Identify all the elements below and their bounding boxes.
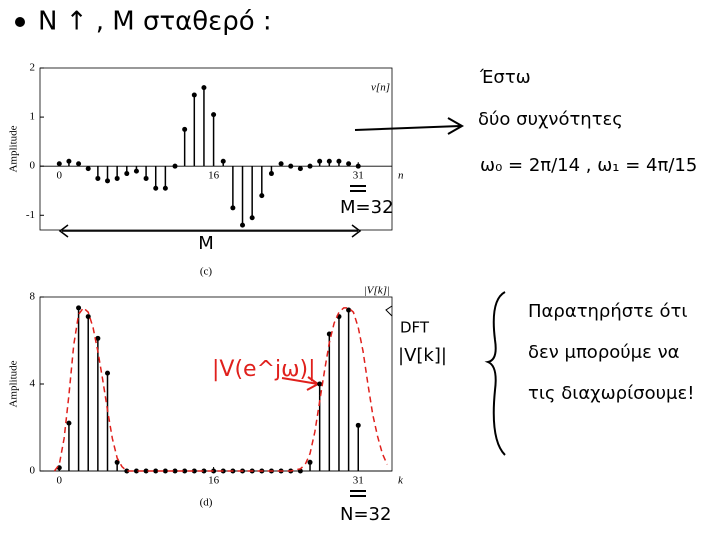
chart-label: (c) (200, 266, 213, 278)
stem-dot (211, 468, 217, 474)
stem-dot (124, 468, 130, 474)
stem-dot (95, 175, 101, 181)
stem-dot (85, 314, 91, 320)
x-axis-label: k (398, 475, 404, 487)
note: |V[k]| (398, 345, 447, 366)
stem-dot (211, 112, 217, 118)
stem-dot (268, 171, 274, 177)
note: M (198, 233, 214, 254)
stem-dot (191, 92, 197, 98)
x-axis-label: n (398, 170, 404, 182)
stem-dot (182, 468, 188, 474)
stem-dot (307, 163, 313, 169)
stem-dot (162, 185, 168, 191)
note: N=32 (340, 504, 391, 525)
stem-dot (201, 468, 207, 474)
y-tick-label: 0 (30, 160, 36, 172)
stem-dot (76, 305, 82, 311)
chart-label: (d) (200, 497, 213, 509)
x-tick-label: 16 (208, 170, 220, 182)
stem-dot (346, 307, 352, 313)
y-tick-label: -1 (26, 209, 35, 221)
x-tick-label: 31 (353, 475, 364, 487)
stem-dot (288, 163, 294, 169)
stem-dot (133, 168, 139, 174)
stem-dot (66, 158, 72, 164)
plot-frame (39, 67, 393, 231)
curve-label: |V(e^jω)| (212, 357, 316, 382)
y-tick-label: 2 (30, 62, 36, 74)
stem-dot (143, 468, 149, 474)
stem-dot (153, 185, 159, 191)
stem-dot (114, 175, 120, 181)
stem-dot (114, 459, 120, 465)
stem-dot (278, 161, 284, 167)
stem-dot (297, 166, 303, 172)
stem-dot (355, 422, 361, 428)
y-tick-label: 0 (30, 465, 36, 477)
stem-dot (317, 158, 323, 164)
arrow (385, 305, 393, 317)
stem-dot (201, 85, 207, 91)
stem-dot (162, 468, 168, 474)
note: DFT (400, 319, 430, 337)
stem-dot (143, 175, 149, 181)
brace (484, 291, 506, 456)
stem-dot (249, 215, 255, 221)
note: Έστω (479, 67, 531, 88)
x-tick-label: 16 (208, 475, 220, 487)
stem-dot (230, 205, 236, 211)
stem-dot (56, 161, 62, 167)
arrow (354, 117, 465, 135)
stem-dot (259, 193, 265, 199)
heading: N ↑ , M σταθερό : (38, 7, 272, 37)
stem-dot (307, 459, 313, 465)
series-label: |V[k]| (364, 285, 390, 297)
formula: ω₀ = 2π/14 , ω₁ = 4π/15 (480, 155, 697, 176)
note: δύο συχνότητες (478, 109, 623, 130)
stem-dot (105, 178, 111, 184)
stem-dot (326, 158, 332, 164)
series-label: v[n] (371, 82, 390, 94)
stem-dot (105, 370, 111, 376)
bullet (15, 17, 25, 27)
stem-dot (317, 381, 323, 387)
stem-dot (346, 161, 352, 167)
stem-dot (240, 222, 246, 228)
x-tick-label: 31 (353, 170, 364, 182)
curve (53, 306, 388, 472)
y-tick-label: 8 (30, 291, 36, 303)
y-axis-label: Amplitude (8, 360, 20, 407)
stem-dot (76, 161, 82, 167)
span-arrow (58, 224, 362, 238)
note: τις διαχωρίσουμε! (528, 383, 694, 404)
stem-dot (85, 166, 91, 172)
stem-dot (66, 420, 72, 426)
stem-dot (95, 335, 101, 341)
x-tick-label: 0 (57, 475, 63, 487)
stem-dot (153, 468, 159, 474)
y-tick-label: 4 (30, 378, 36, 390)
stem-dot (220, 158, 226, 164)
stem-dot (355, 163, 361, 169)
note: δεν μπορούμε να (528, 342, 680, 363)
y-axis-label: Amplitude (8, 125, 20, 172)
stem-dot (182, 126, 188, 132)
y-tick-label: 1 (30, 111, 36, 123)
stem-dot (336, 158, 342, 164)
note: Παρατηρήστε ότι (528, 301, 687, 322)
stem-dot (133, 468, 139, 474)
stem-dot (191, 468, 197, 474)
stem-dot (172, 163, 178, 169)
note: M=32 (340, 197, 394, 218)
stem-dot (124, 171, 130, 177)
x-tick-label: 0 (57, 170, 63, 182)
stem-dot (172, 468, 178, 474)
